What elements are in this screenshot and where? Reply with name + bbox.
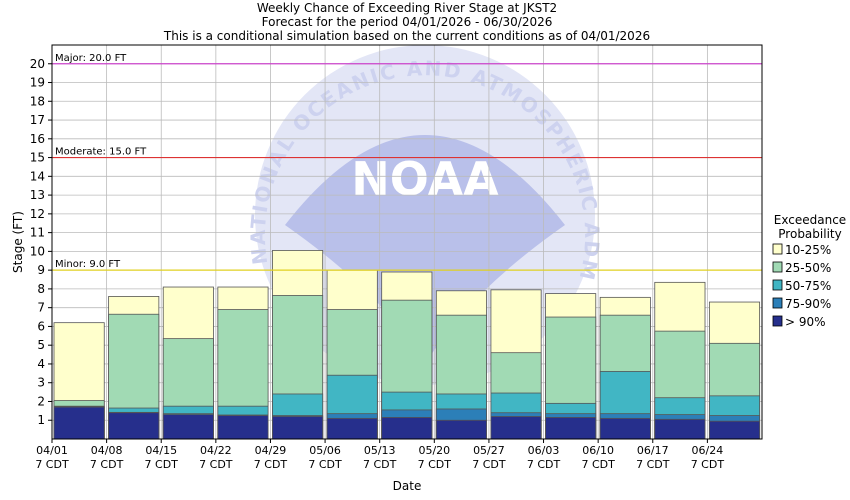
chart-title: Weekly Chance of Exceeding River Stage a… <box>256 1 558 15</box>
y-tick-label: 12 <box>30 207 45 221</box>
x-tick-label-tz: 7 CDT <box>199 458 233 471</box>
x-tick-label-tz: 7 CDT <box>363 458 397 471</box>
x-tick-label-tz: 7 CDT <box>254 458 288 471</box>
legend-label: > 90% <box>785 315 826 329</box>
legend-label: 25-50% <box>785 261 831 275</box>
legend-label: 10-25% <box>785 243 831 257</box>
y-tick-label: 2 <box>37 394 45 408</box>
x-tick-label-date: 05/06 <box>309 444 341 457</box>
x-tick-label-date: 05/20 <box>418 444 450 457</box>
flood-stage-label: Moderate: 15.0 FT <box>55 147 147 158</box>
x-tick-label-date: 06/17 <box>637 444 669 457</box>
legend-title: Exceedance <box>774 213 846 227</box>
x-tick-label-date: 04/29 <box>255 444 287 457</box>
legend-swatch <box>772 261 783 273</box>
y-tick-label: 9 <box>37 263 45 277</box>
x-tick-label-tz: 7 CDT <box>527 458 561 471</box>
x-tick-label-date: 04/01 <box>36 444 68 457</box>
legend-title-2: Probability <box>778 227 841 241</box>
bar--90--06-03 <box>545 417 597 440</box>
y-tick-label: 4 <box>37 357 45 371</box>
y-tick-label: 15 <box>30 151 45 165</box>
x-tick-label-tz: 7 CDT <box>145 458 179 471</box>
x-tick-label-date: 04/08 <box>91 444 123 457</box>
y-tick-label: 3 <box>37 376 45 390</box>
y-tick-label: 19 <box>30 76 45 90</box>
flood-stage-lines: Major: 20.0 FT Moderate: 15.0 FT Minor: 9.… <box>52 53 762 271</box>
y-tick-label: 10 <box>30 244 45 258</box>
chart-subtitle-conditions: This is a conditional simulation based o… <box>163 29 651 43</box>
x-tick-label-tz: 7 CDT <box>472 458 506 471</box>
y-tick-label: 1 <box>37 413 45 427</box>
flood-stage-label: Major: 20.0 FT <box>55 53 127 64</box>
x-tick-label-date: 04/15 <box>145 444 177 457</box>
y-tick-label: 13 <box>30 188 45 202</box>
chart-subtitle: Forecast for the period 04/01/2026 - 06/… <box>261 15 553 29</box>
bar--90--04-01 <box>53 406 105 440</box>
bar--90--04-29 <box>272 416 324 440</box>
y-tick-label: 14 <box>30 169 45 183</box>
bar--90--04-15 <box>162 414 214 440</box>
legend-swatch <box>772 315 783 327</box>
y-tick-label: 7 <box>37 301 45 315</box>
x-tick-label-tz: 7 CDT <box>418 458 452 471</box>
x-tick-label-tz: 7 CDT <box>581 458 615 471</box>
legend-label: 75-90% <box>785 297 831 311</box>
x-tick-label-tz: 7 CDT <box>90 458 124 471</box>
x-tick-label-tz: 7 CDT <box>636 458 670 471</box>
y-tick-label: 8 <box>37 282 45 296</box>
bar--90--04-08 <box>108 412 160 440</box>
bar--90--06-24 <box>708 420 761 440</box>
y-axis-label: Stage (FT) <box>11 211 25 273</box>
y-tick-label: 5 <box>37 338 45 352</box>
watermark-logo-text: NOAA <box>351 152 499 206</box>
y-tick-label: 18 <box>30 94 45 108</box>
bar--90--04-22 <box>217 415 269 440</box>
x-tick-label-date: 06/24 <box>692 444 724 457</box>
bar--90--05-27 <box>490 416 542 440</box>
legend-swatch <box>772 243 783 255</box>
bars <box>53 250 761 440</box>
bar--90--06-17 <box>654 418 706 440</box>
bar--90--05-06 <box>326 417 378 440</box>
plot-frame <box>51 44 763 440</box>
x-tick-label-date: 05/27 <box>473 444 505 457</box>
y-tick-label: 17 <box>30 113 45 127</box>
y-tick-label: 16 <box>30 132 45 146</box>
flood-stage-label: Minor: 9.0 FT <box>55 259 121 270</box>
x-tick-label-tz: 7 CDT <box>308 458 342 471</box>
x-tick-label-date: 05/13 <box>364 444 396 457</box>
legend-label: 50-75% <box>785 279 831 293</box>
legend-swatch <box>772 279 783 291</box>
x-tick-label-tz: 7 CDT <box>691 458 725 471</box>
bar--90--06-10 <box>599 417 651 440</box>
x-axis-label: Date <box>393 479 422 493</box>
y-tick-label: 20 <box>30 57 45 71</box>
x-tick-label-date: 06/03 <box>528 444 560 457</box>
x-tick-label-date: 06/10 <box>582 444 614 457</box>
watermark-bird-shape <box>285 135 565 365</box>
x-tick-label-tz: 7 CDT <box>35 458 69 471</box>
bar--90--05-13 <box>381 417 433 440</box>
bar--90--05-20 <box>435 419 487 440</box>
y-tick-label: 6 <box>37 319 45 333</box>
legend-swatch <box>772 297 783 309</box>
y-tick-label: 11 <box>30 226 45 240</box>
x-tick-label-date: 04/22 <box>200 444 232 457</box>
